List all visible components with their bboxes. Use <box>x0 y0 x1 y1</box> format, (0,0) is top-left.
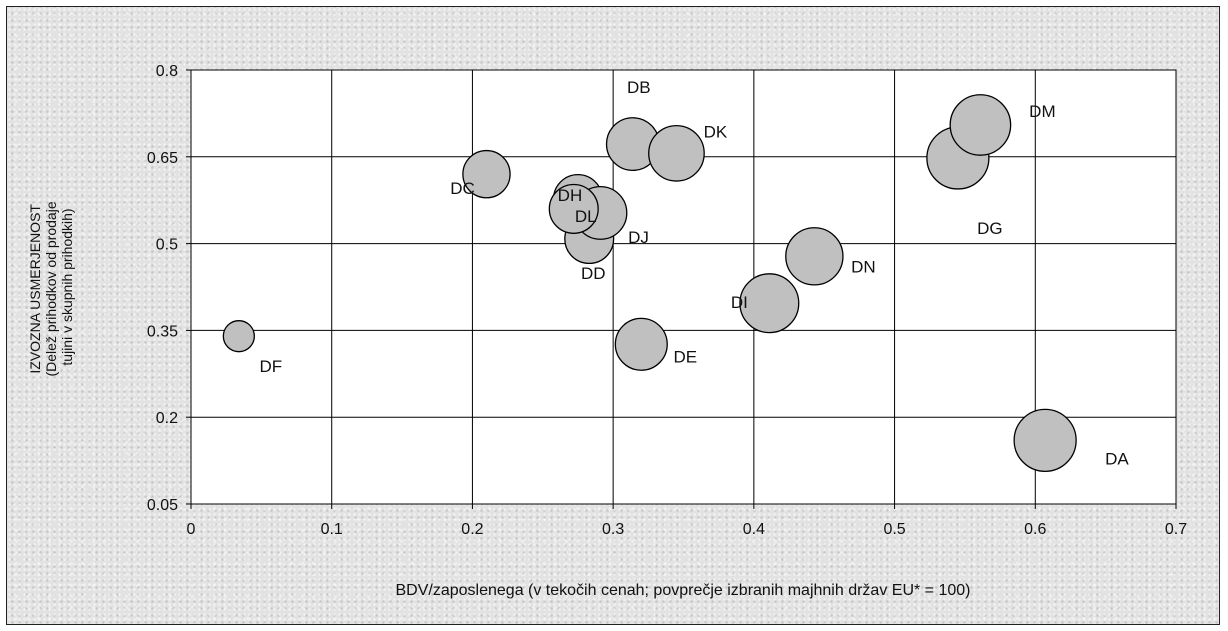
tick-labels: 0 0.1 0.2 0.3 0.4 0.5 0.6 0.7 0.05 0.2 0.35 0.5 0.65… <box>147 63 1187 538</box>
bubble-dc <box>462 149 511 199</box>
y-tick-label: 0.2 <box>156 410 178 427</box>
x-tick-label: 0.5 <box>883 521 905 538</box>
x-tick-label: 0.6 <box>1024 521 1046 538</box>
x-axis-title: BDV/zaposlenega (v tekočih cenah; povpre… <box>396 582 971 599</box>
x-tick-label: 0.7 <box>1165 521 1187 538</box>
bubble-dm <box>949 94 1012 156</box>
point-label-da: DA <box>1105 449 1129 468</box>
point-labels: DA DB DC DD DE DF DG DH DI DJ DK DL DM DN <box>260 78 1130 468</box>
point-label-dm: DM <box>1029 102 1055 121</box>
x-tick-label: 0.1 <box>321 521 343 538</box>
bubble-df <box>222 320 255 353</box>
y-tick-label: 0.05 <box>147 497 178 514</box>
bubbles <box>222 94 1077 472</box>
y-axis-title-line-1: IZVOZNA USMERJENOST <box>27 204 43 374</box>
point-label-dc: DC <box>450 179 475 198</box>
x-tick-label: 0.2 <box>461 521 483 538</box>
point-label-di: DI <box>731 293 748 312</box>
bubble-da <box>1013 408 1077 472</box>
bubble-dk <box>648 124 705 182</box>
bubble-dl <box>548 183 599 234</box>
y-tick-label: 0.8 <box>156 63 178 80</box>
y-tick-label: 0.35 <box>147 323 178 340</box>
y-tick-label: 0.65 <box>147 150 178 167</box>
bubble-di <box>739 273 800 334</box>
point-label-de: DE <box>673 347 697 366</box>
y-axis-title-line-2: (Delež prihodkov od prodaje <box>43 201 59 376</box>
x-tick-label: 0.4 <box>743 521 765 538</box>
chart-frame: 0 0.1 0.2 0.3 0.4 0.5 0.6 0.7 0.05 0.2 0.35 0.5 0.65… <box>6 6 1220 625</box>
point-label-dh: DH <box>558 186 583 205</box>
y-axis-title: IZVOZNA USMERJENOST (Delež prihodkov od … <box>27 198 75 377</box>
x-tick-label: 0.3 <box>602 521 624 538</box>
point-label-dj: DJ <box>628 228 649 247</box>
bubble-chart: 0 0.1 0.2 0.3 0.4 0.5 0.6 0.7 0.05 0.2 0.35 0.5 0.65… <box>27 63 1187 599</box>
bubble-dn <box>785 227 844 286</box>
point-label-dk: DK <box>704 122 728 141</box>
point-label-dn: DN <box>851 257 876 276</box>
x-tick-label: 0 <box>187 521 196 538</box>
point-label-dg: DG <box>977 219 1003 238</box>
y-tick-label: 0.5 <box>156 237 178 254</box>
bubble-de <box>614 317 668 371</box>
y-axis-title-line-3: tujini v skupnih prihodkih) <box>59 208 75 365</box>
point-label-dd: DD <box>581 264 606 283</box>
point-label-db: DB <box>627 78 651 97</box>
point-label-dl: DL <box>575 207 597 226</box>
point-label-df: DF <box>260 357 283 376</box>
